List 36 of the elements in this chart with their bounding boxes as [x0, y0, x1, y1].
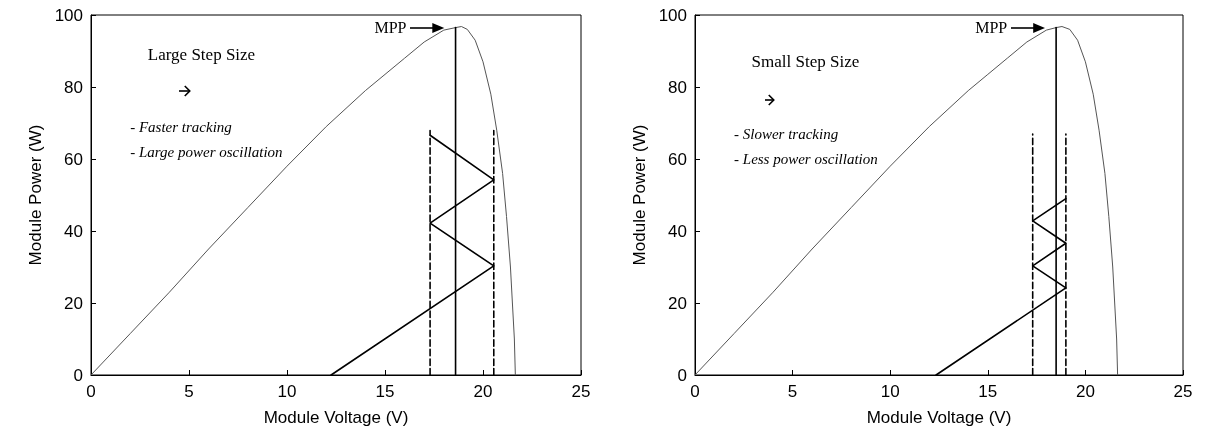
annotation: - Slower tracking — [734, 125, 839, 142]
y-axis-title: Module Power (W) — [25, 124, 45, 266]
x-tick-label: 15 — [978, 382, 998, 401]
x-tick-label: 15 — [375, 382, 395, 401]
y-tick-label: 0 — [677, 365, 687, 385]
x-axis-title: Module Voltage (V) — [263, 408, 409, 427]
y-tick-label: 20 — [64, 293, 83, 313]
x-tick-label: 25 — [1173, 382, 1193, 401]
y-tick-label: 80 — [64, 77, 83, 97]
annotation: Large Step Size — [147, 45, 256, 65]
y-tick-label: 100 — [658, 5, 687, 25]
x-tick-label: 0 — [690, 382, 700, 401]
x-tick-label: 5 — [184, 382, 194, 401]
y-tick-label: 60 — [64, 149, 83, 169]
x-tick-label: 20 — [473, 382, 493, 401]
annotation: MPP — [975, 19, 1008, 37]
y-axis-title: Module Power (W) — [629, 124, 649, 266]
y-tick-label: 0 — [73, 365, 83, 385]
y-tick-label: 80 — [668, 77, 687, 97]
x-tick-label: 10 — [277, 382, 297, 401]
y-tick-label: 60 — [668, 149, 687, 169]
x-tick-label: 5 — [787, 382, 798, 401]
annotation: - Large power oscillation — [130, 143, 283, 160]
annotation: Small Step Size — [751, 52, 860, 72]
y-tick-label: 40 — [64, 221, 83, 241]
y-tick-label: 20 — [668, 293, 687, 313]
x-axis-title: Module Voltage (V) — [866, 408, 1012, 427]
x-tick-label: 20 — [1075, 382, 1095, 401]
x-tick-label: 10 — [880, 382, 900, 401]
x-tick-label: 25 — [571, 382, 591, 401]
y-tick-label: 100 — [54, 5, 83, 25]
y-tick-label: 40 — [668, 221, 687, 241]
annotation: - Faster tracking — [130, 118, 233, 135]
annotation: MPP — [374, 19, 407, 37]
annotation: - Less power oscillation — [734, 151, 878, 167]
x-tick-label: 0 — [86, 382, 96, 401]
